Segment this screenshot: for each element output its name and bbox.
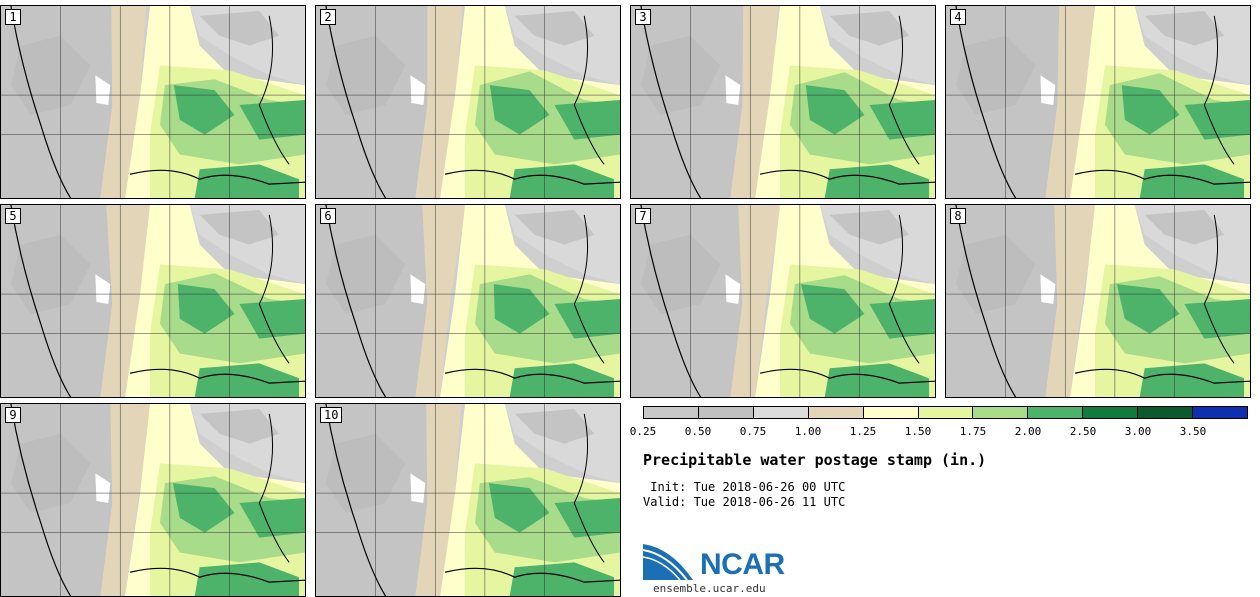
colorbar-tick-label: 1.50 xyxy=(904,425,932,438)
colorbar-segment xyxy=(1083,407,1139,418)
map-panel: 1 xyxy=(0,5,306,199)
colorbar-tick-label: 1.00 xyxy=(794,425,822,438)
colorbar-segment xyxy=(808,407,864,418)
colorbar-segment xyxy=(1028,407,1084,418)
colorbar-tick-label: 2.00 xyxy=(1014,425,1042,438)
ncar-logo-text: NCAR xyxy=(700,548,785,581)
map-panel: 5 xyxy=(0,204,306,398)
colorbar-segment xyxy=(918,407,974,418)
colorbar-tick-label: 3.50 xyxy=(1179,425,1207,438)
colorbar-tick-label: 1.75 xyxy=(959,425,987,438)
panel-number: 1 xyxy=(5,9,21,25)
ncar-logo-icon xyxy=(643,544,693,581)
map-panel: 6 xyxy=(315,204,621,398)
colorbar-tick-label: 0.75 xyxy=(739,425,767,438)
colorbar-tick-label: 3.00 xyxy=(1124,425,1152,438)
map-panel: 7 xyxy=(630,204,936,398)
colorbar-segment xyxy=(644,407,699,418)
map-panel: 8 xyxy=(945,204,1251,398)
colorbar-tick-label: 2.50 xyxy=(1069,425,1097,438)
colorbar-segment xyxy=(698,407,754,418)
map-panel: 3 xyxy=(630,5,936,199)
map-panel: 4 xyxy=(945,5,1251,199)
colorbar-tick-label: 1.25 xyxy=(849,425,877,438)
colorbar-tick-label: 0.50 xyxy=(684,425,712,438)
panel-number: 7 xyxy=(635,208,651,224)
panel-number: 8 xyxy=(950,208,966,224)
valid-time: Valid: Tue 2018-06-26 11 UTC xyxy=(643,495,846,509)
colorbar-segment xyxy=(1193,407,1247,418)
panel-number: 10 xyxy=(320,407,343,423)
colorbar-segment xyxy=(753,407,809,418)
map-panel: 2 xyxy=(315,5,621,199)
colorbar-segment xyxy=(973,407,1029,418)
panel-number: 5 xyxy=(5,208,21,224)
site-url: ensemble.ucar.edu xyxy=(653,582,766,595)
colorbar xyxy=(643,406,1248,419)
map-panel: 9 xyxy=(0,403,306,597)
init-time: Init: Tue 2018-06-26 00 UTC xyxy=(643,480,846,494)
panel-number: 2 xyxy=(320,9,336,25)
colorbar-segment xyxy=(863,407,919,418)
chart-title: Precipitable water postage stamp (in.) xyxy=(643,451,987,469)
panel-number: 4 xyxy=(950,9,966,25)
panel-number: 3 xyxy=(635,9,651,25)
panel-number: 6 xyxy=(320,208,336,224)
colorbar-tick-label: 0.25 xyxy=(629,425,657,438)
map-panel: 10 xyxy=(315,403,621,597)
colorbar-segment xyxy=(1138,407,1194,418)
panel-number: 9 xyxy=(5,407,21,423)
